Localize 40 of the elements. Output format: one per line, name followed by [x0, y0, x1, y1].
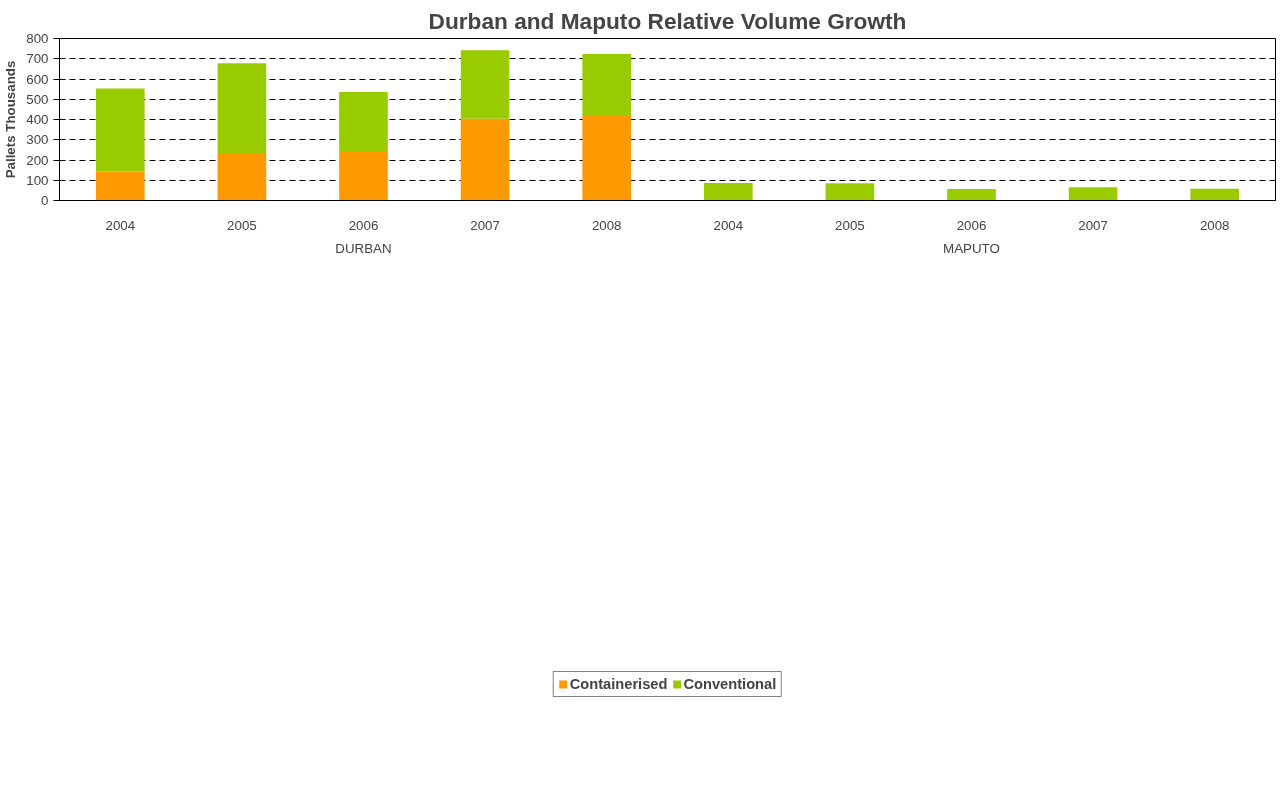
y-tick-label: 300	[26, 132, 49, 148]
x-tick-label: 2007	[1078, 217, 1108, 233]
y-axis-title: Pallets Thousands	[3, 60, 19, 179]
bar	[95, 88, 145, 172]
x-tick-label: 2008	[1199, 217, 1230, 233]
x-tick-label: 2005	[835, 217, 865, 233]
y-tick-label: 0	[41, 193, 49, 208]
y-tick-label: 400	[26, 112, 49, 127]
bar	[825, 183, 875, 201]
x-tick-label: 2006	[348, 217, 379, 233]
y-tick-label: 700	[26, 51, 49, 67]
bar	[1190, 188, 1240, 201]
bar	[703, 182, 753, 201]
y-tick-label: 100	[26, 172, 49, 188]
bar	[947, 188, 996, 201]
x-tick-label: 2004	[105, 217, 136, 233]
y-tick-label: 800	[26, 31, 49, 46]
bar	[1068, 187, 1118, 201]
bar	[339, 151, 388, 201]
bar	[217, 153, 267, 201]
y-tick-label: 500	[26, 91, 49, 107]
x-tick-label: 2008	[591, 217, 622, 233]
legend-label: Containerised	[569, 676, 668, 693]
x-tick-label: 2005	[227, 217, 257, 233]
y-tick-label: 600	[26, 71, 49, 87]
bar	[582, 115, 632, 201]
x-tick-label: 2004	[713, 217, 744, 233]
bar	[95, 171, 145, 201]
y-tick-label: 200	[26, 152, 49, 168]
x-tick-label: 2007	[470, 217, 500, 233]
bar	[460, 118, 510, 201]
x-tick-label: 2006	[956, 217, 987, 233]
legend-label: Conventional	[683, 676, 777, 693]
chart-title: Durban and Maputo Relative Volume Growth	[428, 7, 907, 34]
bar	[217, 63, 267, 154]
bar	[582, 54, 632, 116]
bar	[460, 50, 510, 119]
text: DURBAN	[335, 240, 392, 256]
bar	[339, 91, 388, 152]
text: MAPUTO	[943, 240, 1000, 256]
